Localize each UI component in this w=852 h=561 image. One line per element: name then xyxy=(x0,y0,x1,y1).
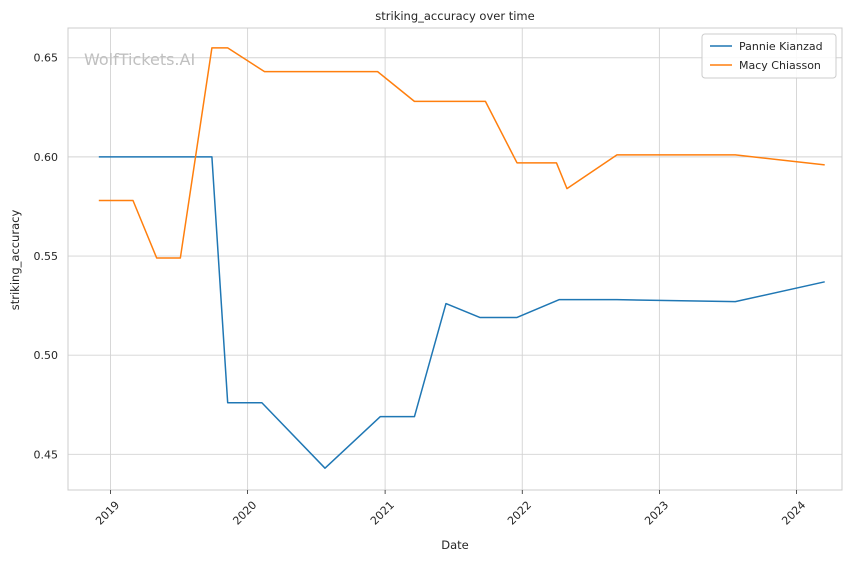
legend-label: Macy Chiasson xyxy=(739,59,821,72)
plot-border xyxy=(67,27,843,491)
x-axis-title: Date xyxy=(441,538,469,552)
y-tick-label: 0.45 xyxy=(34,448,59,461)
legend-label: Pannie Kianzad xyxy=(739,40,823,53)
series-line-1 xyxy=(98,156,825,469)
series-line-2 xyxy=(98,47,825,259)
chart-title: striking_accuracy over time xyxy=(375,9,534,23)
y-tick-label: 0.50 xyxy=(34,349,59,362)
y-tick-label: 0.55 xyxy=(34,250,59,263)
legend-box xyxy=(701,33,837,79)
y-tick-label: 0.65 xyxy=(34,52,59,65)
y-tick-label: 0.60 xyxy=(34,151,59,164)
watermark-text: WolfTickets.AI xyxy=(84,50,195,69)
y-axis-title: striking_accuracy xyxy=(8,210,22,311)
